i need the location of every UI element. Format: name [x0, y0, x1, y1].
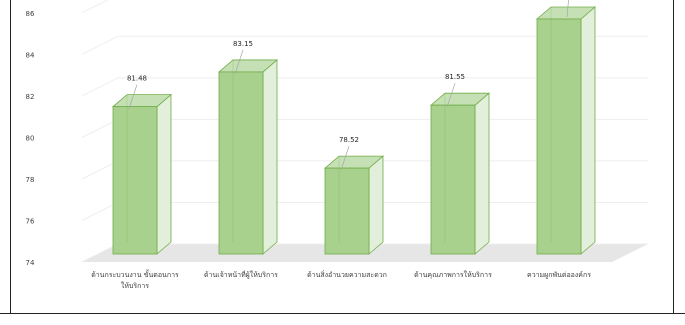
y-tick-label: 82	[26, 93, 35, 101]
data-label-leader	[340, 146, 350, 171]
y-tick-label: 74	[26, 259, 35, 267]
category-label: ความผูกพันต่อองค์กร	[527, 271, 591, 279]
bar-front-face	[430, 104, 476, 255]
gridline-side	[81, 118, 119, 138]
gridline-side	[81, 0, 109, 14]
gridline-side	[81, 202, 119, 221]
category-label: ด้านเจ้าหน้าที่ผู้ให้บริการ	[204, 270, 278, 279]
bar-front-face	[536, 18, 582, 255]
frame-border-bottom	[0, 313, 685, 314]
bar-side-face	[474, 92, 490, 255]
data-label: 78.52	[339, 136, 359, 144]
y-tick-label: 78	[26, 176, 35, 184]
y-tick-label: 80	[26, 134, 35, 142]
bar-2	[217, 59, 279, 255]
bar-4	[429, 92, 491, 255]
category-label: ด้านสิ่งอำนวยความสะดวก	[307, 270, 387, 279]
category-label: ให้บริการ	[121, 281, 149, 290]
bar-front-face	[112, 106, 158, 255]
bar-1	[111, 93, 173, 255]
bar-5	[535, 6, 597, 255]
bar-side-face	[368, 155, 384, 255]
y-tick-label: 84	[26, 51, 35, 59]
gridline-side	[81, 243, 119, 263]
bar-3	[323, 155, 385, 255]
data-label: 81.55	[445, 73, 465, 81]
bar-side-face	[580, 6, 596, 255]
data-label-leader	[566, 0, 569, 18]
data-label: 83.15	[233, 40, 253, 48]
bar-front-face	[218, 71, 264, 255]
frame-border-right	[673, 0, 674, 314]
data-label: 81.48	[127, 75, 147, 83]
category-label: ด้านกระบวนงาน ขั้นตอนการ	[91, 268, 179, 279]
bar-side-face	[262, 59, 278, 255]
category-label: ด้านคุณภาพการให้บริการ	[414, 270, 492, 279]
gridline-side	[81, 160, 119, 180]
bar-side-face	[156, 93, 172, 255]
y-tick-label: 76	[26, 217, 35, 225]
bar-front-face	[324, 167, 370, 255]
data-label-leader	[446, 83, 456, 108]
data-label-leader	[234, 49, 244, 75]
frame-border-left	[10, 0, 11, 314]
y-tick-label: 86	[26, 10, 35, 18]
gridline-side	[81, 77, 119, 97]
data-label-leader	[128, 84, 138, 109]
gridline-side	[81, 35, 119, 55]
